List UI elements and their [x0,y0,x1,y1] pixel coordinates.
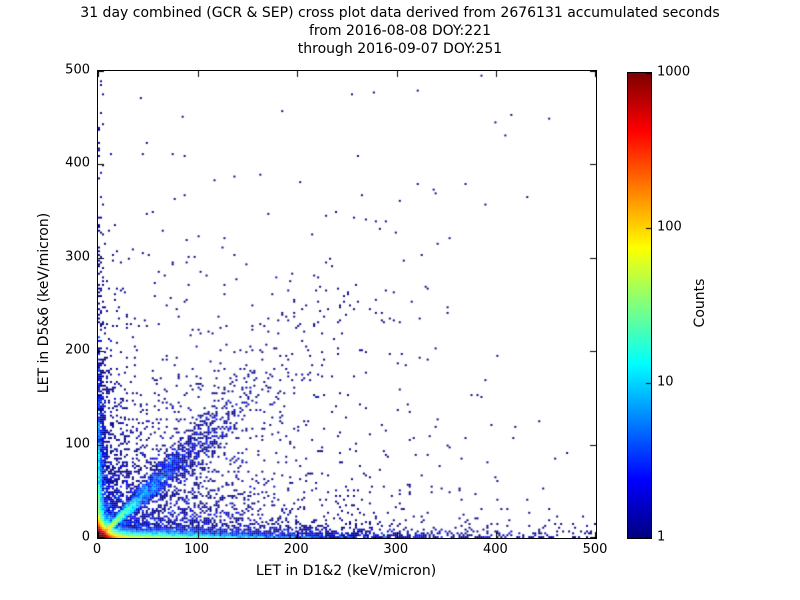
colorbar [627,72,652,539]
colorbar-label: Counts [692,278,708,328]
x-tick-label: 200 [283,542,309,557]
chart-title-line-1: 31 day combined (GCR & SEP) cross plot d… [80,5,720,21]
y-tick-label: 300 [65,249,90,265]
x-tick-label: 300 [383,542,409,557]
colorbar-tick-label: 1000 [657,64,691,80]
chart-title-line-2: from 2016-08-08 DOY:221 [308,23,491,39]
y-axis-label: LET in D5&6 (keV/micron) [36,212,52,394]
plot-canvas [98,71,596,538]
colorbar-canvas [628,73,651,538]
plot-area [97,70,597,539]
y-tick-label: 0 [81,529,90,545]
y-tick-label: 100 [65,436,90,452]
x-tick-label: 500 [582,542,608,557]
chart-title: 31 day combined (GCR & SEP) cross plot d… [0,4,800,58]
x-tick-label: 400 [482,542,508,557]
y-tick-label: 200 [65,342,90,358]
colorbar-tick-label: 1 [657,529,666,545]
chart-title-line-3: through 2016-09-07 DOY:251 [297,41,503,57]
x-tick-label: 100 [184,542,210,557]
colorbar-tick-label: 100 [657,219,682,235]
x-axis-label: LET in D1&2 (keV/micron) [255,563,437,579]
y-tick-label: 400 [65,155,90,171]
colorbar-tick-label: 10 [657,374,674,390]
x-tick-label: 0 [92,542,102,557]
y-tick-label: 500 [65,62,90,78]
